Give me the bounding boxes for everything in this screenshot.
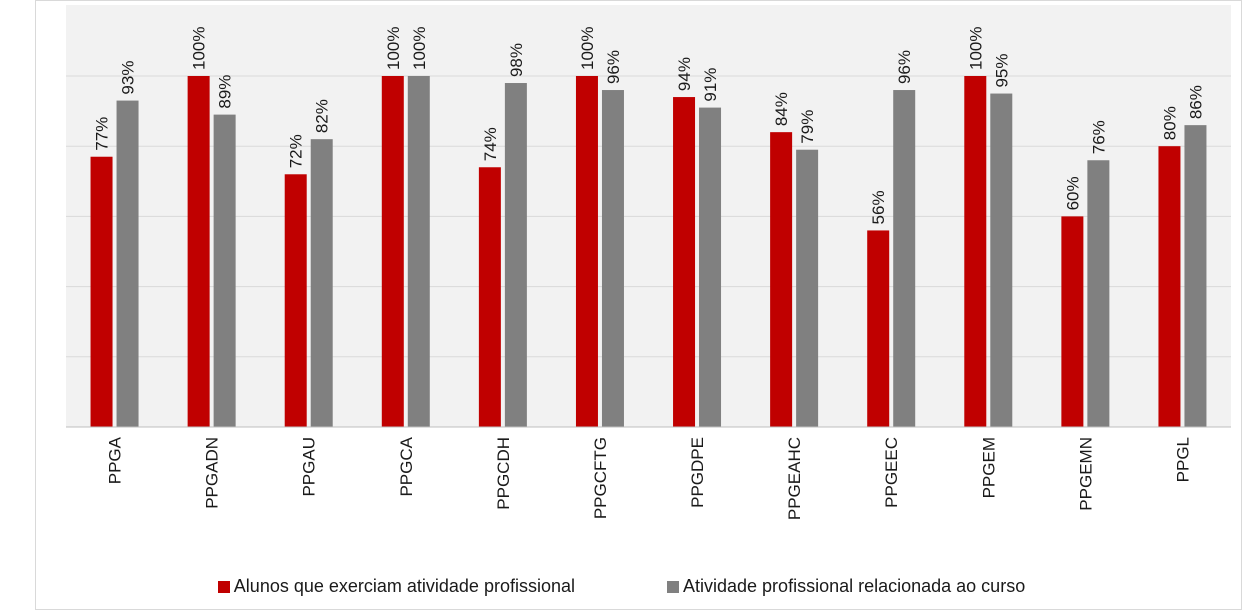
category-label-ppgl: PPGL [1173,437,1192,482]
gridlines [66,75,1231,358]
bar-series-2-ppgca [407,76,430,427]
data-label-series-1-ppga: 77% [93,117,112,151]
data-label-series-2-ppgcftg: 96% [604,50,623,84]
bar-series-2-ppga [116,100,139,427]
bar-series-2-ppgau [310,139,333,427]
bar-series-1-ppgemn [1061,216,1084,427]
bar-series-1-ppgeec [867,230,890,427]
data-label-series-2-ppgem: 95% [992,54,1011,88]
data-label-series-2-ppgl: 86% [1186,85,1205,119]
legend-label-series-2: Atividade profissional relacionada ao cu… [683,576,1026,596]
category-label-ppgeec: PPGEEC [882,437,901,508]
data-label-series-1-ppgcftg: 100% [578,27,597,70]
category-label-ppgca: PPGCA [397,436,416,496]
bar-series-2-ppgeec [893,90,916,427]
data-label-series-1-ppgem: 100% [966,27,985,70]
data-label-series-2-ppgeahc: 79% [798,110,817,144]
category-label-ppgem: PPGEM [979,437,998,498]
data-label-series-2-ppgcdh: 98% [507,43,526,77]
category-label-ppgdpe: PPGDPE [688,437,707,508]
legend-label-series-1: Alunos que exerciam atividade profission… [233,576,575,596]
category-label-ppga: PPGA [106,436,125,484]
data-label-series-1-ppgeahc: 84% [772,92,791,126]
bar-series-2-ppgem [990,93,1013,428]
category-labels: PPGA PPGADN PPGAU PPGCA PPGCDH PPGCFTG PPGDPE P… [106,436,1193,520]
data-label-series-2-ppgau: 82% [313,99,332,133]
bar-series-2-ppgcftg [601,90,624,427]
legend-swatch-series-1 [217,580,230,593]
bar-series-2-ppgeahc [796,149,819,427]
category-label-ppgeahc: PPGEAHC [785,437,804,520]
bar-labels: 77% 93% 100% 89% 72% 82% 100% 100% 74% 98% 100% 96%… [93,27,1206,225]
bar-series-2-ppgl [1184,125,1207,427]
category-label-ppgemn: PPGEMN [1076,437,1095,511]
data-label-series-2-ppgdpe: 91% [701,68,720,102]
legend-swatch-series-2 [667,580,679,593]
data-label-series-2-ppgadn: 89% [216,75,235,109]
data-label-series-2-ppgeec: 96% [895,50,914,84]
bar-series-1-ppgcftg [575,76,598,427]
bar-series-2-ppgadn [213,114,236,428]
data-label-series-1-ppgl: 80% [1160,106,1179,140]
legend-item-series-1: Alunos que exerciam atividade profission… [217,576,575,597]
bar-series-1-ppgeahc [770,132,793,427]
category-label-ppgau: PPGAU [300,437,319,497]
bar-series-1-ppgcdh [478,167,501,427]
data-label-series-1-ppgeec: 56% [869,190,888,224]
bar-series-1-ppgca [381,76,404,427]
legend-item-series-2: Atividade profissional relacionada ao cu… [667,576,1025,597]
category-label-ppgadn: PPGADN [203,437,222,509]
data-label-series-1-ppgdpe: 94% [675,57,694,91]
data-label-series-1-ppgadn: 100% [190,27,209,70]
bar-series-1-ppgadn [187,76,210,427]
bar-series-1-ppgl [1158,146,1181,427]
bar-series-2-ppgdpe [699,107,722,427]
bar-series-1-ppga [90,156,113,428]
data-label-series-2-ppgca: 100% [410,27,429,70]
data-label-series-1-ppgemn: 60% [1063,176,1082,210]
bar-series-1-ppgau [284,174,307,427]
bar-series-1-ppgem [964,76,987,427]
category-label-ppgcdh: PPGCDH [494,437,513,510]
data-label-series-2-ppga: 93% [119,61,138,95]
bar-series-2-ppgcdh [504,83,527,428]
category-label-ppgcftg: PPGCFTG [591,437,610,519]
bar-series-2-ppgemn [1087,160,1110,428]
data-label-series-1-ppgca: 100% [384,27,403,70]
data-label-series-1-ppgcdh: 74% [481,127,500,161]
data-label-series-1-ppgau: 72% [287,134,306,168]
bar-series-1-ppgdpe [673,97,696,427]
data-label-series-2-ppgemn: 76% [1089,120,1108,154]
bars [90,76,1207,428]
legend: Alunos que exerciam atividade profission… [0,576,1243,597]
